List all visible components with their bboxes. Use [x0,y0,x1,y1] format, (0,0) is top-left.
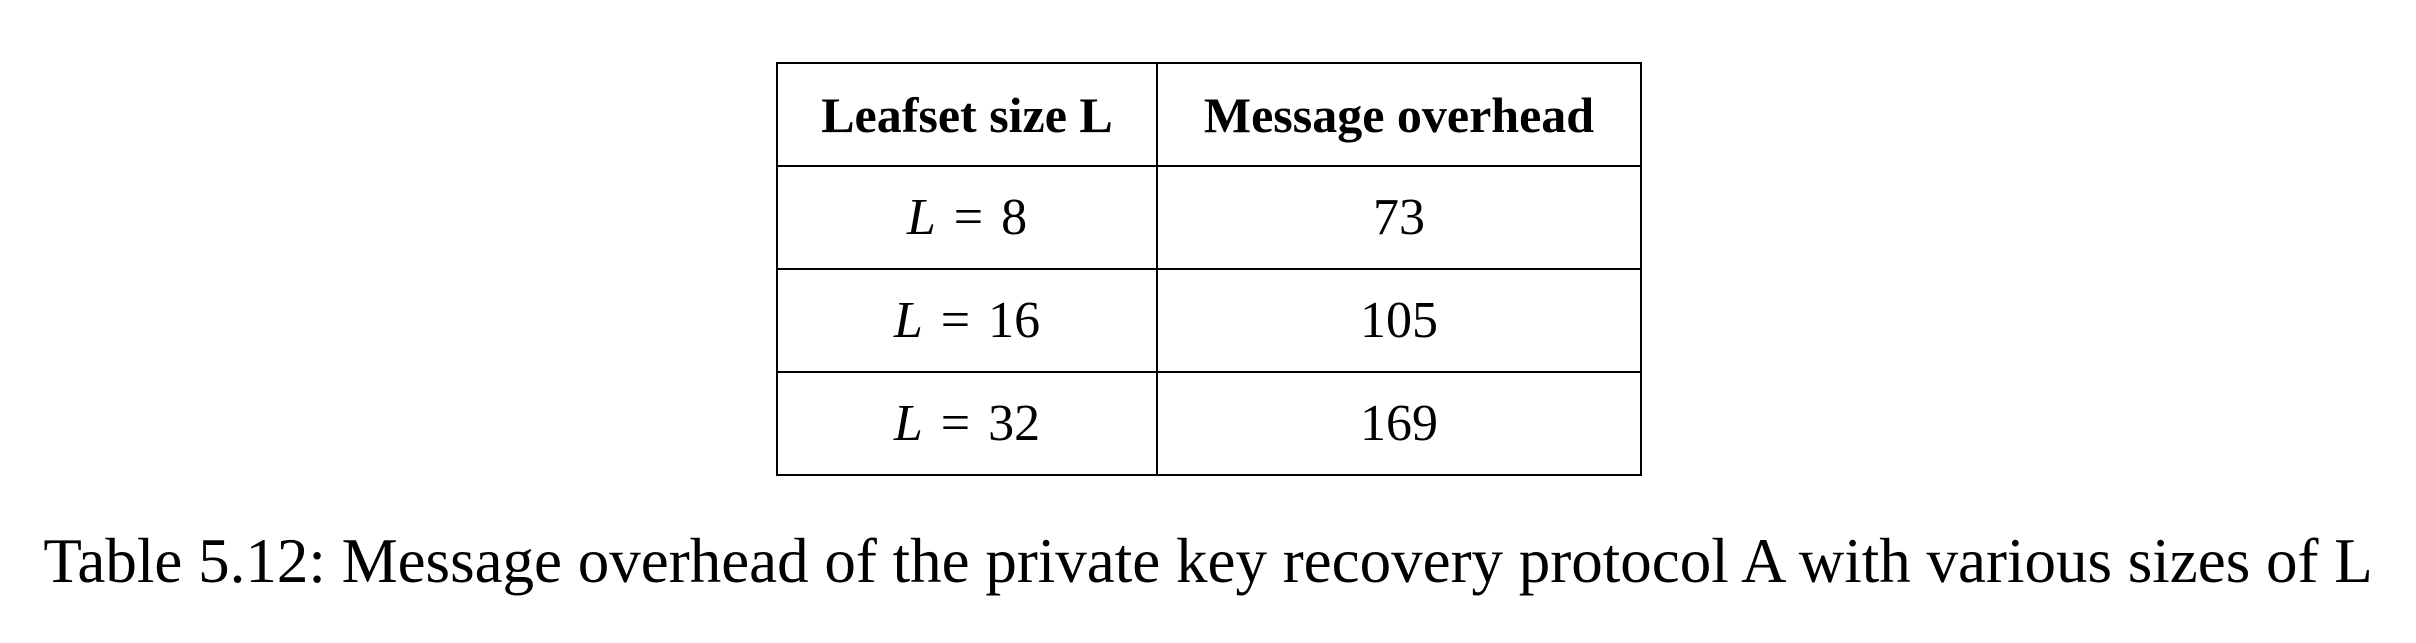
results-table-container: Leafset size L Message overhead L = 8 73 L… [776,62,1642,476]
math-variable: L [893,395,923,452]
math-equals: = [940,292,971,349]
message-overhead-cell: 73 [1156,165,1642,270]
table-row: L = 8 73 [776,165,1642,270]
table-header-row: Leafset size L Message overhead [776,62,1642,167]
message-overhead-cell: 105 [1156,268,1642,373]
math-number: 8 [1001,189,1028,246]
message-overhead-cell: 169 [1156,371,1642,476]
math-equals: = [940,395,971,452]
math-equals: = [953,189,984,246]
math-number: 16 [988,292,1041,349]
math-number: 32 [988,395,1041,452]
leafset-size-cell: L = 16 [776,268,1158,373]
table-row: L = 16 105 [776,268,1642,373]
math-variable: L [906,189,936,246]
header-message-overhead: Message overhead [1156,62,1642,167]
leafset-size-cell: L = 8 [776,165,1158,270]
header-leafset-size: Leafset size L [776,62,1158,167]
math-variable: L [893,292,923,349]
table-row: L = 32 169 [776,371,1642,476]
table-caption: Table 5.12: Message overhead of the priv… [43,526,2373,596]
leafset-size-cell: L = 32 [776,371,1158,476]
message-overhead-table: Leafset size L Message overhead L = 8 73 L… [776,62,1642,476]
